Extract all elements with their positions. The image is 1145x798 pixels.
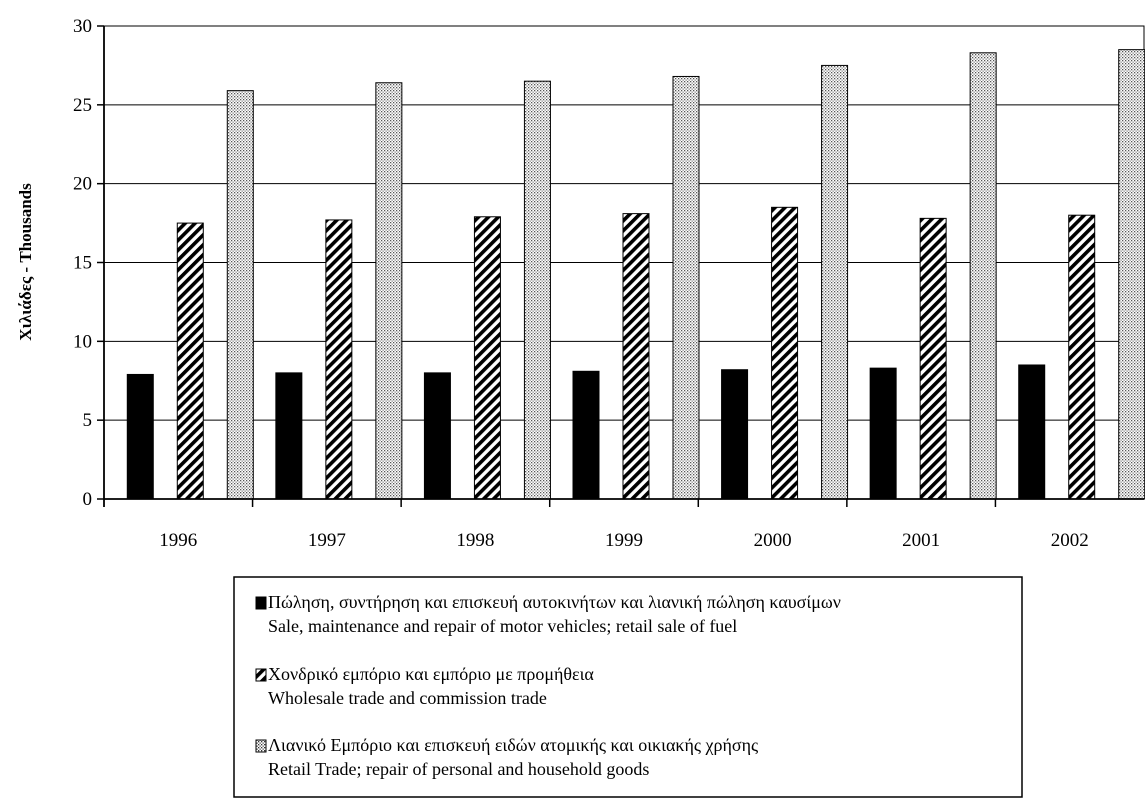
legend-label-motor-vehicles-gr: Πώληση, συντήρηση και επισκευή αυτοκινήτ… — [268, 592, 841, 612]
y-tick-label-0: 0 — [83, 489, 93, 510]
bar-s2-1997 — [375, 82, 403, 500]
bar-s0-2000 — [721, 369, 749, 500]
x-tick-label-1999: 1999 — [605, 530, 643, 551]
legend-label-retail-en: Retail Trade; repair of personal and hou… — [268, 759, 649, 779]
y-tick-label-15: 15 — [73, 253, 92, 274]
bar-s1-1997 — [325, 219, 353, 500]
y-tick-label-10: 10 — [73, 331, 92, 352]
bars — [126, 49, 1145, 500]
legend-swatch-motor-vehicles — [255, 596, 267, 610]
bar-s0-1997 — [275, 372, 303, 500]
bar-s1-1998 — [473, 216, 501, 500]
axes — [97, 25, 1144, 507]
bar-s2-1999 — [672, 75, 700, 500]
bar-s0-1999 — [572, 370, 600, 500]
x-tick-label-1998: 1998 — [456, 530, 494, 551]
bar-s1-1996 — [176, 222, 204, 500]
legend-label-motor-vehicles-en: Sale, maintenance and repair of motor ve… — [268, 616, 737, 636]
bar-s2-2001 — [969, 52, 997, 500]
x-tick-label-2001: 2001 — [902, 530, 940, 551]
bar-s2-1996 — [226, 90, 254, 500]
x-tick-labels: 1996 1997 1998 1999 2000 2001 2002 — [159, 530, 1088, 551]
bar-s0-2001 — [869, 367, 897, 500]
y-tick-label-30: 30 — [73, 16, 92, 37]
legend-label-retail-gr: Λιανικό Εμπόριο και επισκευή ειδών ατομι… — [268, 735, 758, 755]
legend: Πώληση, συντήρηση και επισκευή αυτοκινήτ… — [233, 576, 1023, 798]
bar-s0-2002 — [1018, 364, 1046, 500]
y-tick-labels: 0 5 10 15 20 25 30 — [73, 16, 92, 510]
y-tick-label-25: 25 — [73, 95, 92, 116]
bar-s2-2000 — [821, 64, 849, 500]
legend-swatch-retail — [255, 739, 267, 753]
y-axis-label: Χιλιάδες - Thousands — [16, 183, 35, 341]
bar-s2-1998 — [523, 80, 551, 500]
bar-s1-1999 — [622, 213, 650, 500]
bar-s1-2002 — [1068, 214, 1096, 500]
y-tick-label-20: 20 — [73, 174, 92, 195]
bar-s0-1996 — [126, 373, 154, 500]
x-tick-label-1997: 1997 — [308, 530, 346, 551]
y-tick-label-5: 5 — [83, 410, 93, 431]
legend-label-wholesale-gr: Χονδρικό εμπόριο και εμπόριο με προμήθει… — [268, 664, 594, 684]
x-tick-label-2002: 2002 — [1051, 530, 1089, 551]
bar-s1-2000 — [771, 206, 799, 500]
bar-s1-2001 — [919, 217, 947, 500]
x-tick-label-2000: 2000 — [754, 530, 792, 551]
legend-frame — [233, 576, 1023, 798]
legend-swatch-wholesale — [255, 668, 267, 682]
x-tick-label-1996: 1996 — [159, 530, 197, 551]
legend-label-wholesale-en: Wholesale trade and commission trade — [268, 688, 547, 708]
bar-s2-2002 — [1118, 49, 1145, 500]
bar-s0-1998 — [423, 372, 451, 500]
